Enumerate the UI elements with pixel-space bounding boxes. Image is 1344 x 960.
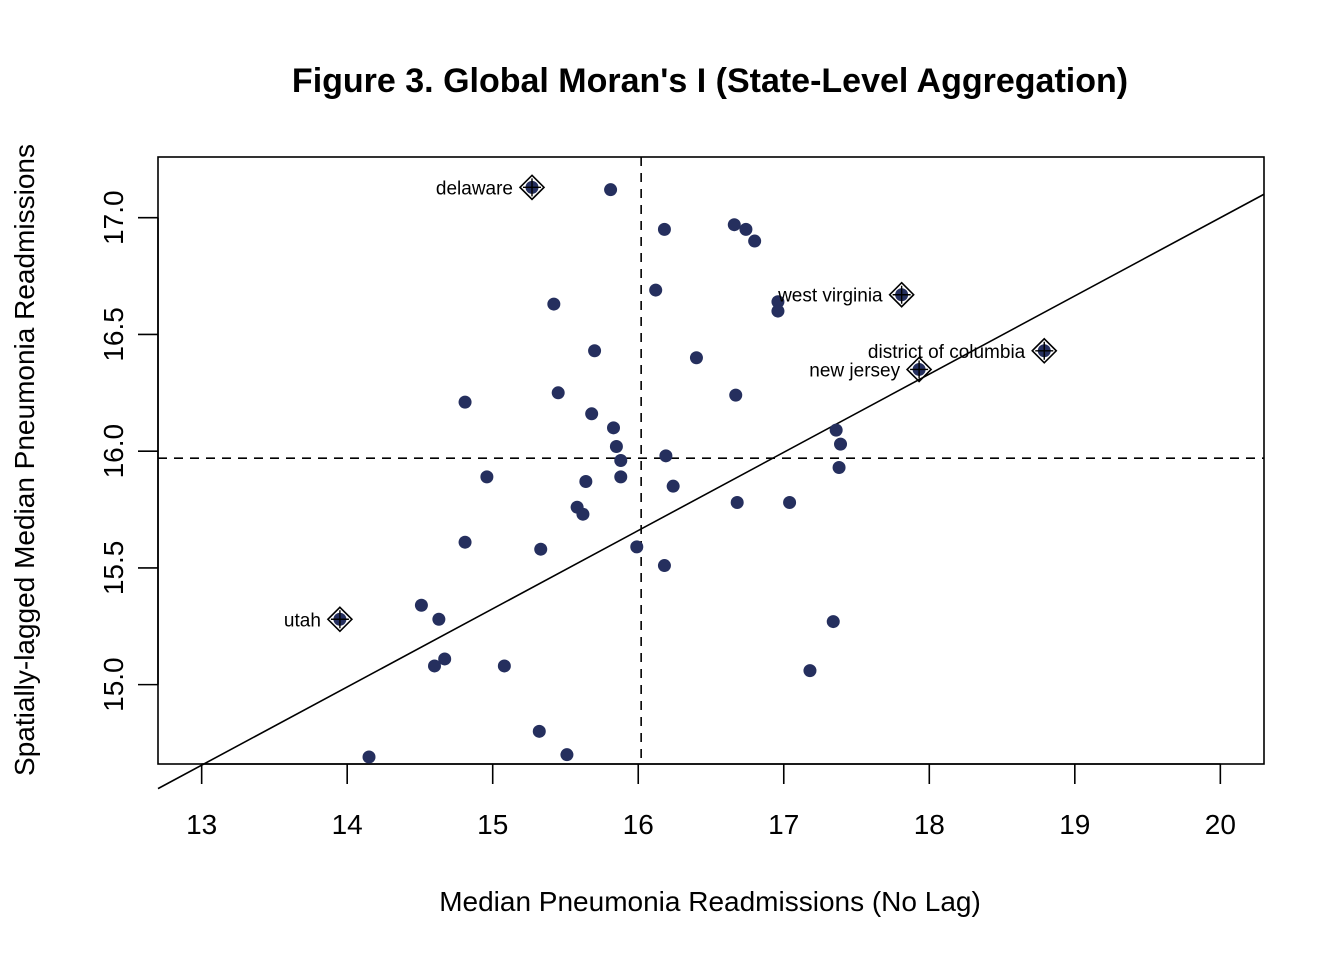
x-tick-label: 19: [1059, 809, 1090, 840]
data-point: [834, 437, 848, 451]
influential-point-label: delaware: [436, 178, 513, 199]
influential-point: utah: [284, 606, 354, 633]
influential-point: west virginia: [777, 281, 915, 308]
influential-point: delaware: [436, 174, 546, 201]
data-point: [414, 598, 428, 612]
y-tick-label: 15.0: [98, 657, 129, 712]
x-tick-label: 20: [1205, 809, 1236, 840]
data-point: [783, 496, 797, 510]
x-axis: 13 14 15 16 17 18 19 20: [186, 763, 1236, 840]
data-point: [438, 652, 452, 666]
chart-title: Figure 3. Global Moran's I (State-Level …: [292, 62, 1128, 100]
data-point: [432, 612, 446, 626]
y-tick-label: 17.0: [98, 190, 129, 245]
plot-frame: [157, 156, 1265, 765]
influence-cross-marker: [1035, 341, 1054, 360]
data-point: [551, 386, 565, 400]
y-tick-label: 15.5: [98, 541, 129, 596]
data-point: [649, 283, 663, 297]
data-point: [534, 542, 548, 556]
data-point: [729, 388, 743, 402]
x-tick-label: 16: [623, 809, 654, 840]
data-point: [606, 421, 620, 435]
data-point: [666, 479, 680, 493]
x-tick-label: 13: [186, 809, 217, 840]
data-point: [730, 496, 744, 510]
influential-point-label: utah: [284, 610, 321, 631]
data-point: [532, 724, 546, 738]
data-point: [362, 750, 376, 764]
x-tick-label: 14: [332, 809, 363, 840]
data-point: [547, 297, 561, 311]
data-point: [832, 461, 846, 475]
data-point: [609, 439, 623, 453]
y-axis: 15.0 15.5 16.0 16.5 17.0: [98, 190, 159, 712]
x-tick-label: 15: [477, 809, 508, 840]
influence-diamond-marker: [888, 281, 915, 308]
data-point: [428, 659, 441, 673]
y-tick-label: 16.0: [98, 424, 129, 479]
x-axis-title: Median Pneumonia Readmissions (No Lag): [439, 886, 981, 917]
data-point: [657, 559, 671, 573]
data-point: [579, 475, 593, 489]
data-point: [803, 664, 817, 678]
data-point: [739, 222, 753, 236]
plot-area: delaware west virginia district of columbi…: [157, 157, 1265, 790]
data-point: [604, 183, 618, 197]
influence-cross-marker: [330, 610, 349, 629]
data-point: [576, 507, 590, 521]
data-point: [585, 407, 599, 421]
y-tick-label: 16.5: [98, 307, 129, 362]
x-tick-label: 18: [914, 809, 945, 840]
influential-point-label: new jersey: [809, 360, 900, 381]
regression-line: [157, 193, 1265, 790]
data-point: [614, 470, 628, 484]
influence-diamond-marker: [518, 174, 546, 201]
influence-cross-marker: [892, 285, 911, 304]
data-point: [659, 449, 673, 463]
data-point: [829, 423, 843, 437]
data-point: [771, 295, 785, 309]
data-point: [630, 540, 644, 554]
data-point: [458, 395, 472, 409]
influence-diamond-marker: [905, 356, 933, 383]
data-point: [826, 615, 840, 629]
influence-cross-marker: [523, 178, 542, 197]
influential-point: new jersey: [809, 356, 933, 383]
data-point: [480, 470, 494, 484]
influential-point-label: district of columbia: [868, 342, 1026, 363]
data-point: [560, 748, 574, 762]
data-point: [458, 535, 472, 549]
influential-point-label: west virginia: [777, 286, 883, 307]
x-tick-label: 17: [768, 809, 799, 840]
influence-diamond-marker: [326, 606, 354, 633]
data-point: [614, 454, 628, 467]
data-point: [497, 659, 511, 673]
data-point: [771, 304, 785, 318]
data-point: [727, 218, 741, 232]
data-point: [748, 234, 762, 248]
y-axis-title: Spatially-lagged Median Pneumonia Readmi…: [9, 144, 40, 776]
data-point: [689, 351, 703, 365]
influence-cross-marker: [910, 360, 929, 379]
data-point: [657, 222, 671, 236]
data-point: [588, 344, 602, 358]
influence-diamond-marker: [1031, 337, 1058, 364]
influential-point: district of columbia: [868, 337, 1058, 364]
